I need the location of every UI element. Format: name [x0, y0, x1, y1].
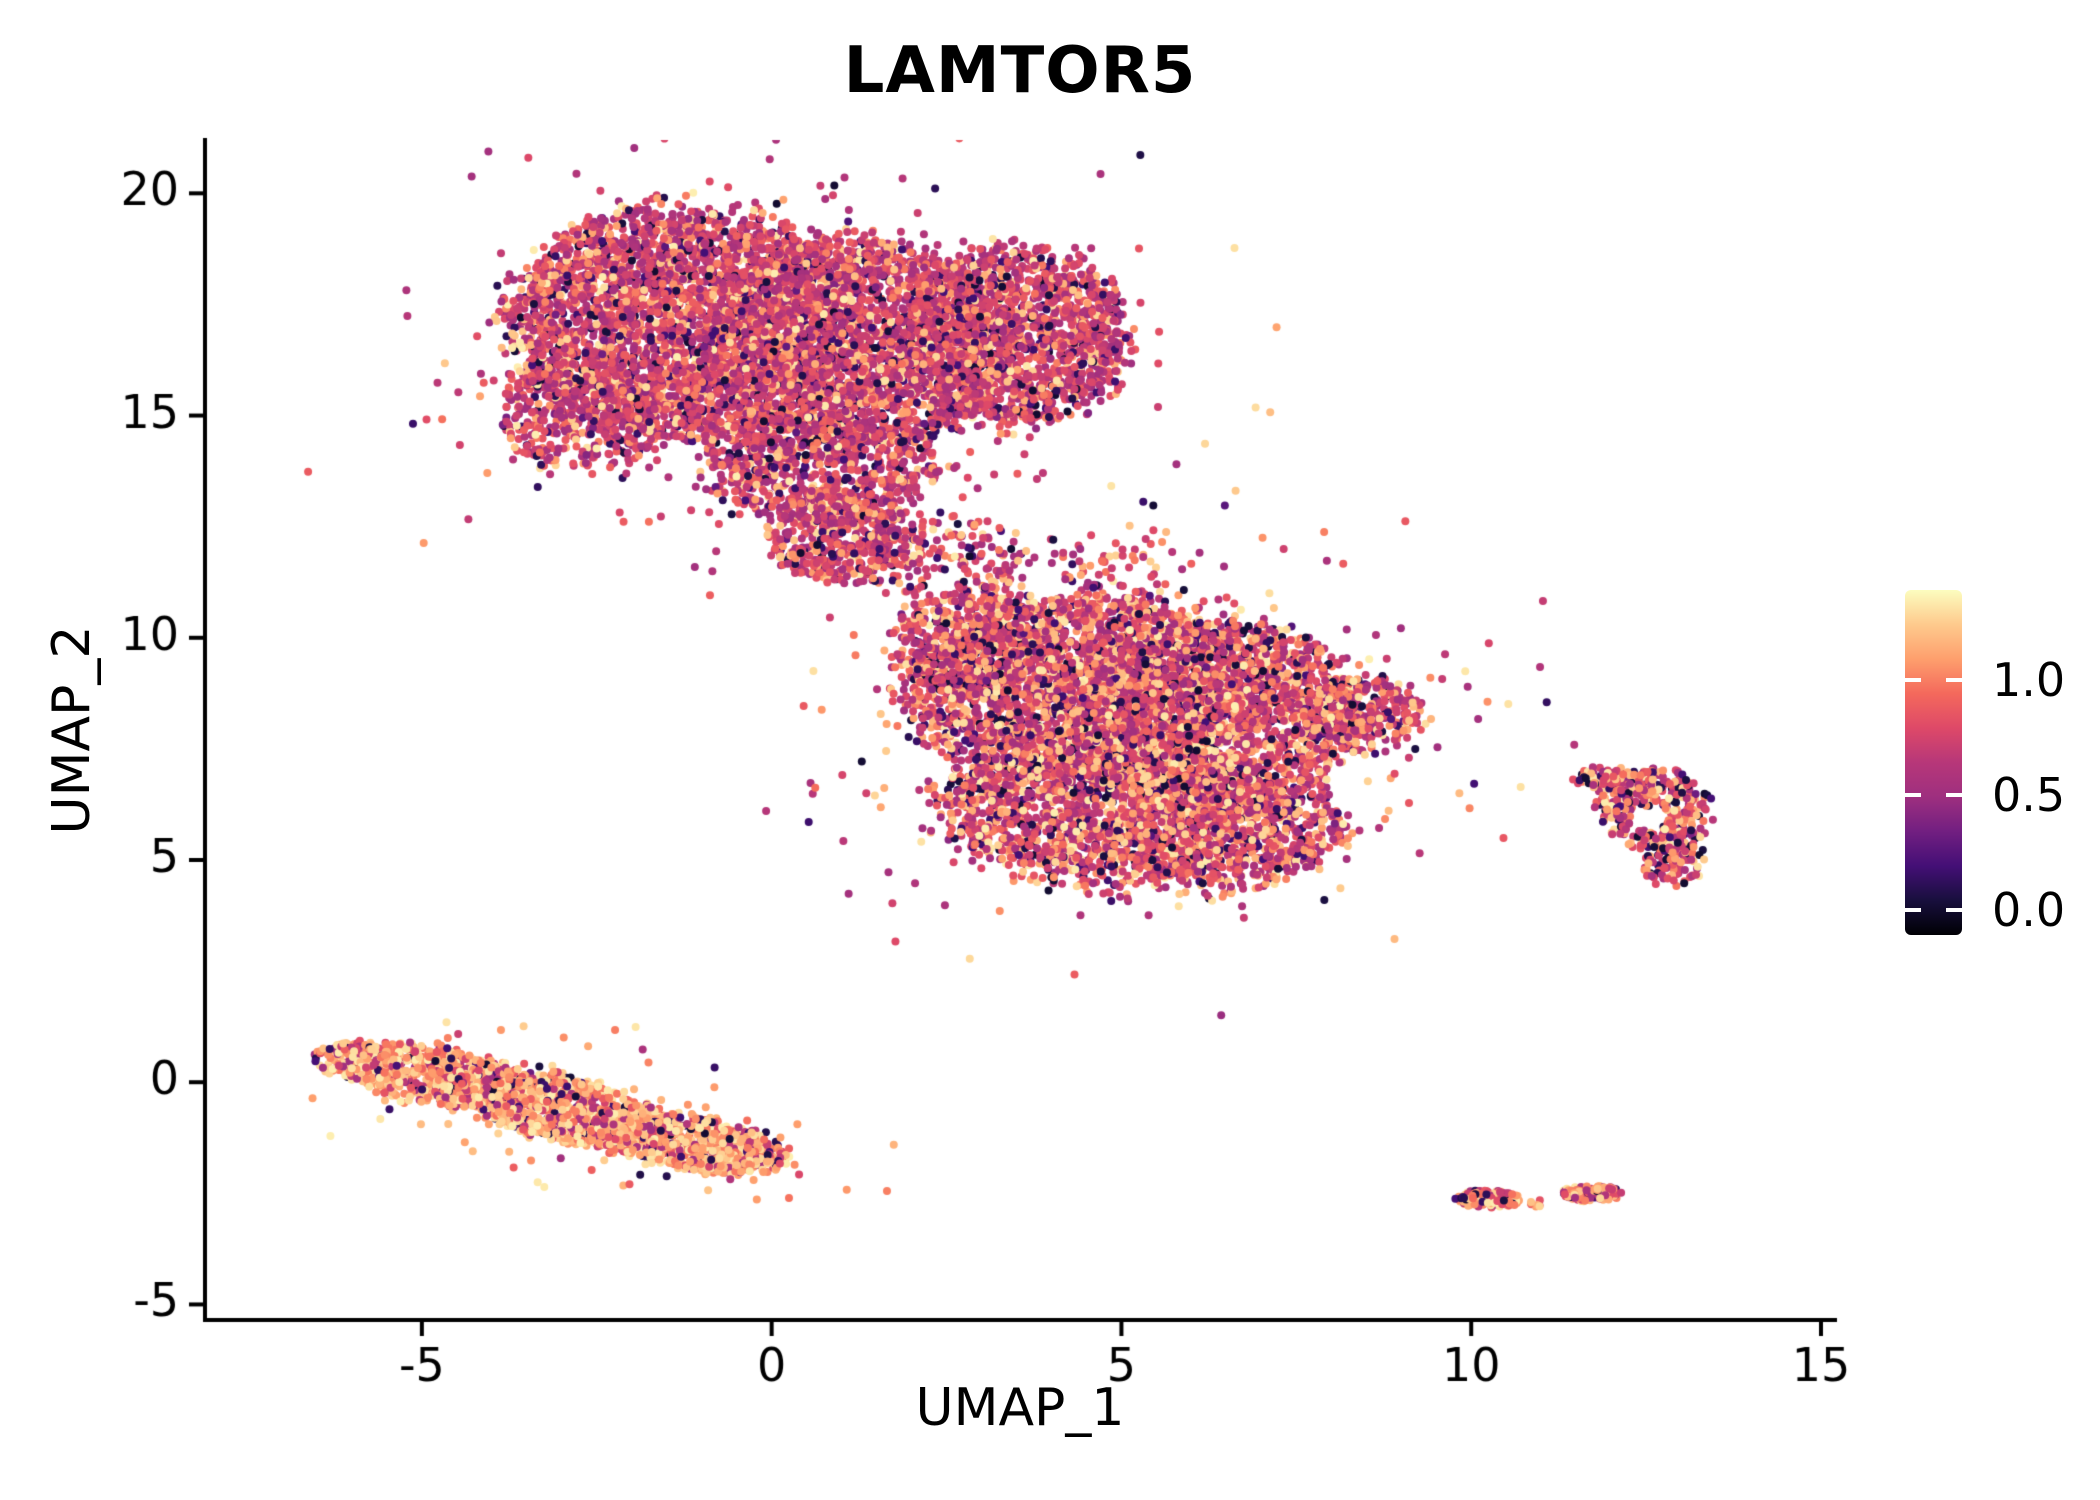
colorbar-tick-mark — [1946, 907, 1962, 912]
colorbar-tick-mark — [1905, 907, 1921, 912]
colorbar-gradient — [1905, 590, 1962, 935]
colorbar-tick-label: 0.5 — [1992, 767, 2066, 822]
colorbar-tick-label: 1.0 — [1992, 652, 2066, 707]
colorbar-tick-mark — [1905, 677, 1921, 682]
colorbar-tick-label: 0.0 — [1992, 882, 2066, 937]
colorbar-tick-mark — [1905, 792, 1921, 797]
colorbar-tick-mark — [1946, 677, 1962, 682]
colorbar-tick-mark — [1946, 792, 1962, 797]
